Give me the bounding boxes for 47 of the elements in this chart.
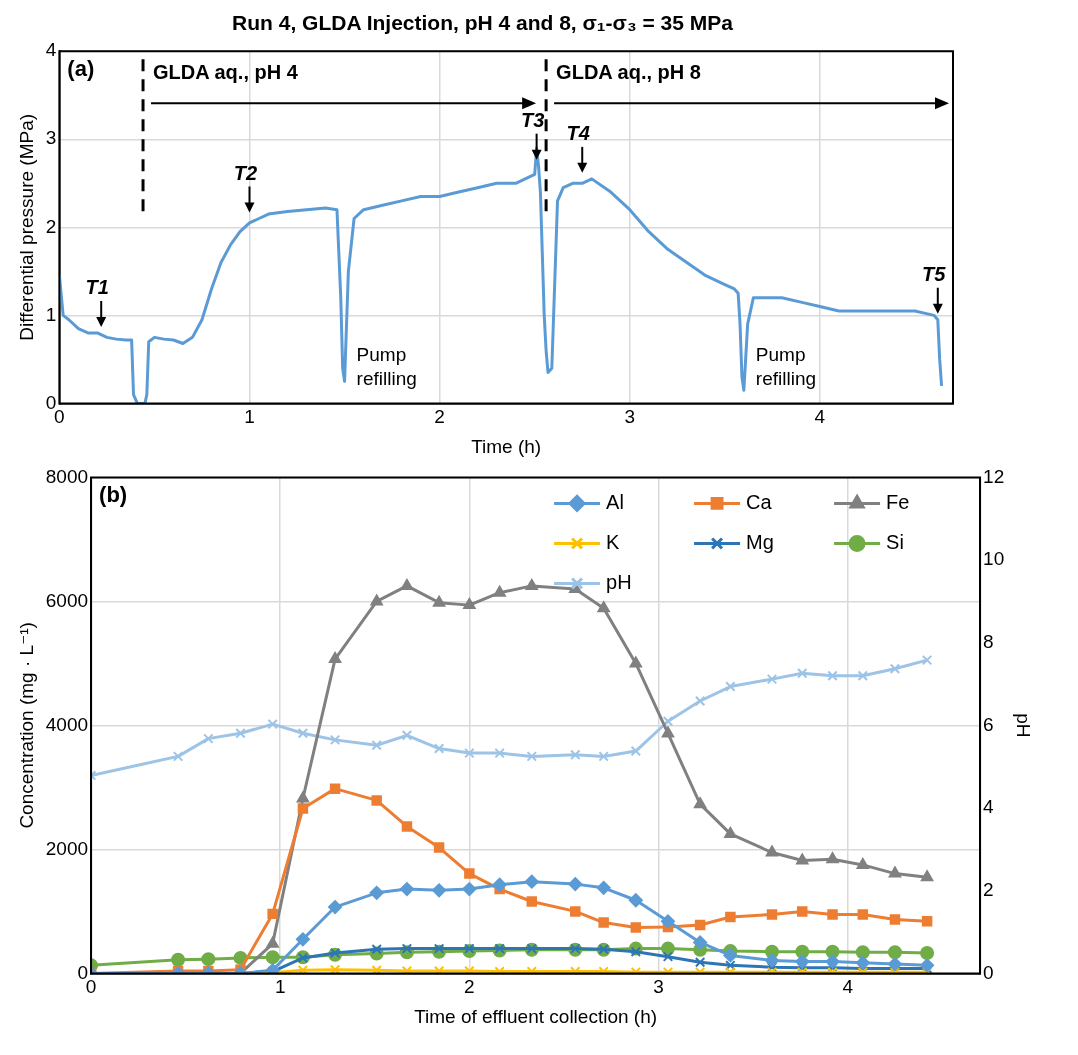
y2-tick-label: 12 [983, 465, 1005, 487]
annotation: T2 [233, 162, 258, 185]
ref-line-label: GLDA aq., pH 8 [556, 60, 701, 83]
annotation: T4 [566, 122, 590, 145]
legend-label: Si [886, 530, 904, 553]
y-tick-label: 6000 [45, 589, 89, 611]
legend-label: K [606, 530, 621, 553]
annotation: (b) [99, 482, 128, 508]
y-tick-label: 1 [45, 303, 57, 325]
y2-tick-label: 6 [983, 713, 994, 735]
legend-label: Al [606, 490, 624, 513]
y-tick-label: 8000 [45, 465, 89, 487]
legend-label: Mg [746, 530, 774, 553]
annotation: Pump refilling [356, 344, 417, 390]
x-tick-label: 3 [653, 976, 664, 998]
y-tick-label: 2 [45, 215, 57, 237]
y2-axis-title: pH [1013, 713, 1035, 738]
annotation: T5 [922, 263, 947, 286]
legend-label: Fe [886, 490, 910, 513]
annotation: Pump refilling [755, 344, 817, 390]
x-tick-label: 3 [624, 406, 636, 428]
x-tick-label: 1 [244, 406, 255, 428]
y2-tick-label: 8 [983, 630, 994, 652]
y-tick-label: 3 [45, 127, 57, 149]
legend-label: pH [606, 570, 632, 593]
y-tick-label: 4000 [45, 713, 89, 735]
annotation: T1 [85, 276, 109, 299]
annotation: (a) [67, 56, 95, 82]
y-axis-title: Differential pressure (MPa) [15, 113, 37, 341]
x-tick-label: 4 [814, 406, 826, 428]
y-axis-title: Concentration (mg · L⁻¹) [15, 622, 37, 829]
x-tick-label: 1 [274, 976, 286, 998]
ref-line-label: GLDA aq., pH 4 [153, 60, 299, 83]
x-axis-title: Time of effluent collection (h) [414, 1005, 658, 1027]
legend-label: Ca [746, 490, 773, 513]
chart-title: Run 4, GLDA Injection, pH 4 and 8, σ₁-σ₃ = 35 MPa [232, 11, 734, 35]
y2-tick-label: 0 [983, 961, 994, 983]
annotation: T3 [520, 109, 545, 132]
x-axis-title: Time (h) [471, 435, 542, 457]
y-tick-label: 2000 [45, 837, 89, 859]
y-tick-label: 4 [45, 39, 57, 61]
x-tick-label: 2 [464, 976, 475, 998]
y2-tick-label: 4 [983, 796, 995, 818]
x-tick-label: 2 [434, 406, 445, 428]
x-tick-label: 4 [842, 976, 854, 998]
y2-tick-label: 2 [983, 878, 994, 900]
y2-tick-label: 10 [983, 548, 1005, 570]
